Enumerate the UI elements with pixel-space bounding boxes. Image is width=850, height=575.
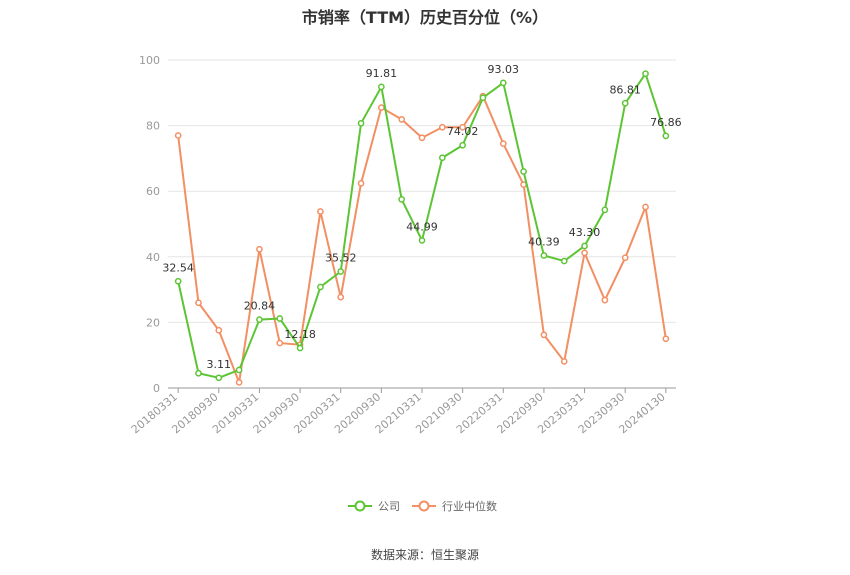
data-point [337,293,345,301]
y-tick-label: 80 [146,120,160,133]
data-point [317,283,324,291]
data-point [378,83,385,91]
data-point [438,154,446,162]
data-point [540,331,548,339]
data-label: 20.84 [244,300,276,313]
data-label: 40.39 [528,236,560,249]
y-tick-label: 60 [146,185,160,198]
data-point [621,254,629,262]
data-point [195,369,202,377]
data-point [215,374,223,382]
data-point [276,339,284,347]
data-point [540,252,548,259]
data-point [357,179,365,187]
y-tick-label: 20 [146,316,160,329]
data-label: 12.18 [284,328,316,341]
y-tick-label: 40 [146,251,160,264]
chart-title: 市销率（TTM）历史百分位（%） [301,8,549,27]
data-point [215,326,223,334]
data-point [195,299,202,307]
data-label: 86.81 [609,83,641,96]
data-label: 91.81 [366,67,398,80]
data-point [174,132,182,139]
data-label: 43.30 [569,226,601,239]
data-point [499,140,507,147]
data-point [560,257,568,265]
data-point [256,316,263,323]
legend-marker-0 [354,500,366,512]
data-label: 44.99 [406,220,438,233]
y-tick-label: 100 [139,54,160,67]
data-point [296,344,304,352]
data-point [459,141,466,149]
data-point [398,116,406,123]
data-point [174,277,182,285]
data-point [601,296,609,304]
legend-marker-1 [418,500,430,512]
data-point [418,237,426,244]
data-label: 3.11 [207,358,232,371]
data-point [317,208,324,215]
data-point [662,132,670,140]
data-point [621,99,629,107]
data-point [398,196,406,203]
data-point [438,123,446,131]
data-point [357,119,365,127]
data-point [256,245,263,253]
data-label: 35.52 [325,251,357,264]
data-label: 76.86 [650,116,682,129]
data-point [499,79,507,87]
data-point [642,70,649,78]
data-point [337,268,345,275]
data-label: 32.54 [162,261,194,274]
legend-label: 公司 [378,500,400,513]
y-tick-label: 0 [153,382,160,395]
data-point [235,379,243,386]
legend-label: 行业中位数 [442,499,497,513]
data-label: 74.02 [447,125,479,138]
data-point [276,315,284,322]
data-point [520,168,527,175]
data-point [479,94,487,102]
data-point [560,358,568,365]
data-point [581,249,588,257]
data-source: 数据来源：恒生聚源 [370,548,479,562]
data-point [601,206,609,214]
data-label: 93.03 [488,63,520,76]
data-point [418,134,426,142]
data-point [235,366,243,374]
data-point [642,203,649,211]
data-point [662,335,670,343]
data-point [581,242,588,250]
data-point [459,123,466,131]
data-point [378,104,385,111]
